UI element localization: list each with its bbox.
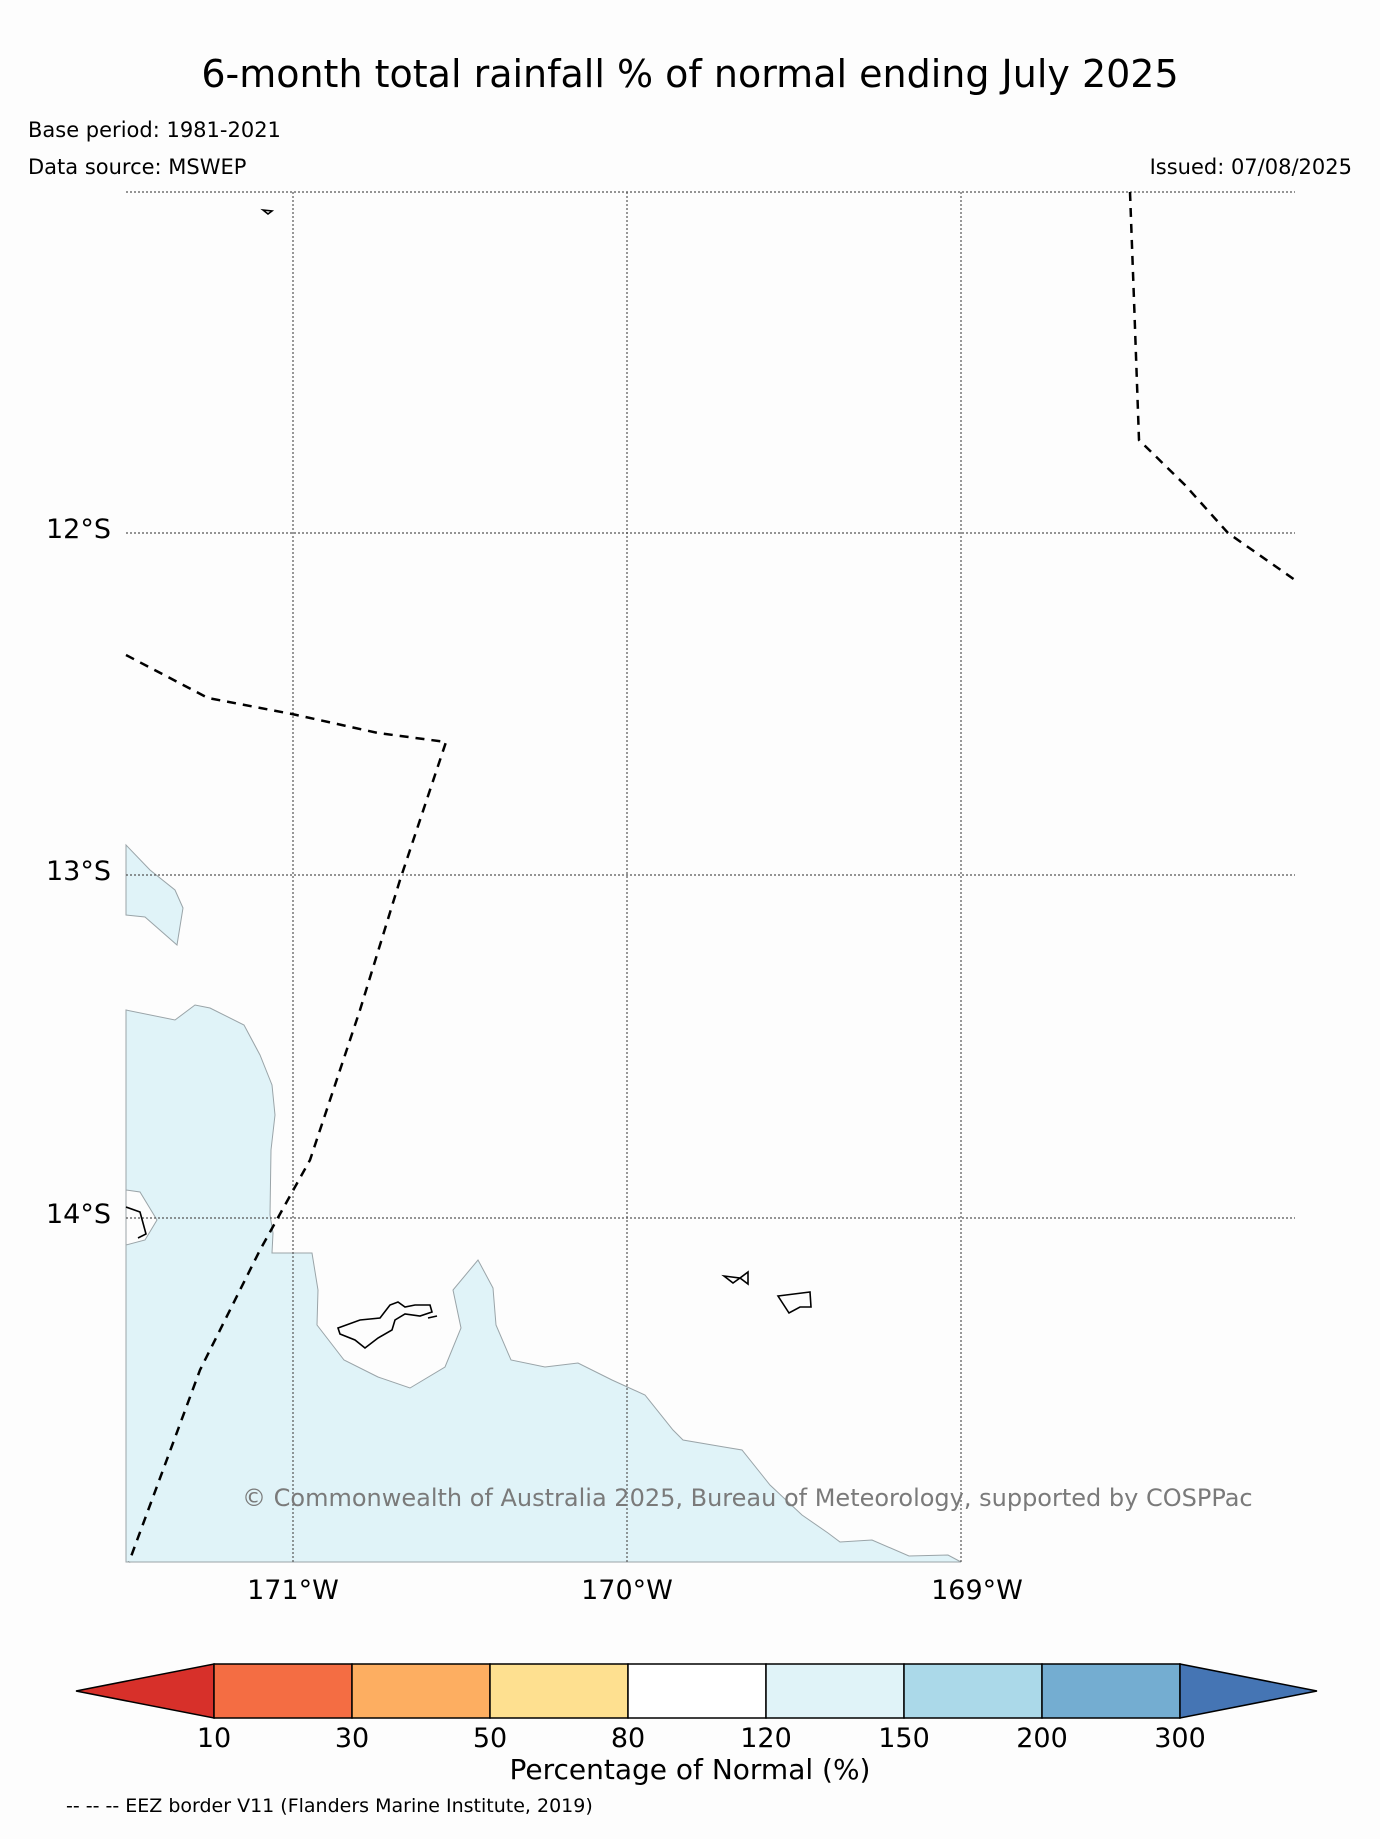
island-ofu-olosega (721, 1270, 749, 1286)
rainfall-region-southwest (125, 1004, 962, 1563)
island-tau (776, 1291, 812, 1315)
island-swains (260, 208, 275, 216)
colorbar-tick-label: 50 (472, 1723, 508, 1754)
island-savaii-east-tip (125, 1206, 147, 1239)
lat-label-12s: 12°S (46, 514, 111, 545)
rainfall-region-northwest (125, 843, 184, 946)
colorbar-segment (627, 1663, 767, 1719)
colorbar-tick-label: 80 (610, 1723, 646, 1754)
graticule (126, 191, 1295, 1562)
lon-label-169w: 169°W (931, 1575, 1023, 1606)
eez-border (125, 191, 1296, 1563)
island-tutuila (336, 1301, 438, 1350)
colorbar-segment (903, 1663, 1043, 1719)
colorbar-segment (1041, 1663, 1181, 1719)
lon-label-170w: 170°W (581, 1575, 673, 1606)
colorbar-segment (489, 1663, 629, 1719)
colorbar-tick-label: 300 (1154, 1723, 1206, 1754)
eez-border-northeast (1128, 191, 1296, 582)
colorbar-extend-low (75, 1663, 215, 1719)
islands (125, 208, 812, 1350)
colorbar-tick-label: 30 (334, 1723, 370, 1754)
colorbar-tick-label: 120 (740, 1723, 792, 1754)
issued-date: Issued: 07/08/2025 (1149, 155, 1352, 179)
colorbar (75, 1663, 1318, 1719)
lon-label-171w: 171°W (247, 1575, 339, 1606)
copyright-notice: © Commonwealth of Australia 2025, Bureau… (242, 1484, 1253, 1512)
map-title: 6-month total rainfall % of normal endin… (201, 52, 1179, 96)
data-source: Data source: MSWEP (28, 155, 247, 179)
colorbar-label: Percentage of Normal (%) (509, 1753, 871, 1786)
lat-label-14s: 14°S (46, 1199, 111, 1230)
lat-label-13s: 13°S (46, 856, 111, 887)
eez-border-west (125, 653, 448, 1563)
colorbar-tick-label: 10 (196, 1723, 232, 1754)
colorbar-tick-label: 200 (1016, 1723, 1068, 1754)
colorbar-segment (213, 1663, 353, 1719)
colorbar-extend-high (1179, 1663, 1318, 1719)
colorbar-tick-label: 150 (878, 1723, 930, 1754)
colorbar-segment (765, 1663, 905, 1719)
base-period: Base period: 1981-2021 (28, 118, 281, 142)
colorbar-segment (351, 1663, 491, 1719)
eez-legend-note: -- -- -- EEZ border V11 (Flanders Marine… (66, 1795, 593, 1817)
